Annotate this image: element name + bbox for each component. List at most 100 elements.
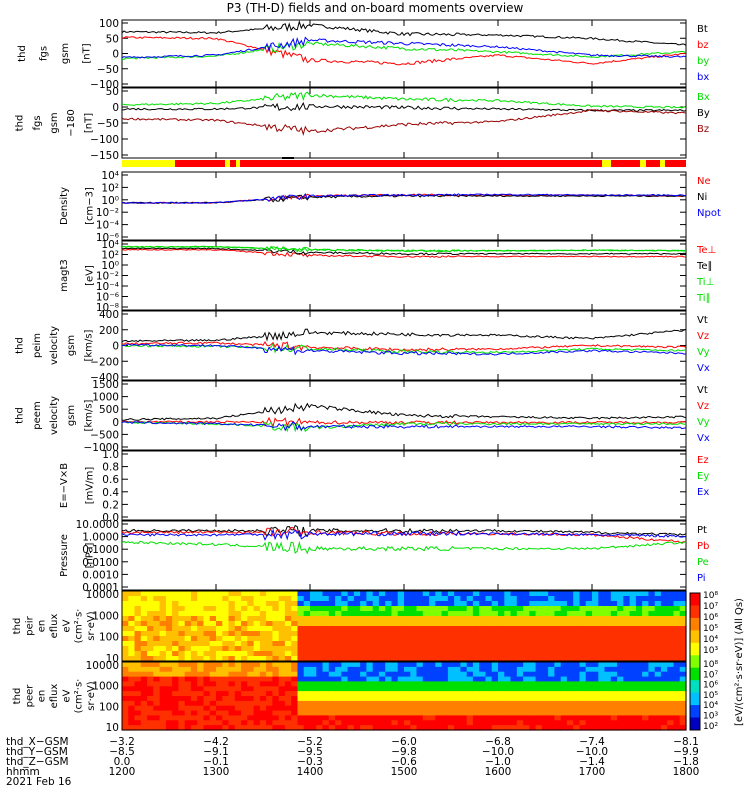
spectrogram-cell: [429, 656, 436, 662]
colorbar-tick-label: 10⁴: [703, 701, 718, 711]
spectrogram-cell: [310, 720, 317, 726]
spectrogram-cell: [272, 611, 280, 617]
spectrogram-cell: [585, 715, 593, 721]
spectrogram-cell: [617, 641, 624, 647]
spectrogram-cell: [535, 601, 543, 607]
spectrogram-cell: [397, 596, 405, 602]
spectrogram-cell: [454, 616, 461, 622]
spectrogram-cell: [679, 626, 687, 632]
spectrogram-cell: [222, 606, 230, 612]
spectrogram-cell: [510, 621, 518, 627]
spectrogram-cell: [190, 681, 198, 687]
spectrogram-cell: [147, 696, 154, 702]
spectrogram-cell: [635, 611, 643, 617]
spectrogram-cell: [648, 666, 656, 673]
spectrogram-cell: [353, 666, 361, 673]
y-tick-label: −1000: [83, 442, 119, 454]
spectrogram-cell: [617, 591, 624, 597]
y-tick-label: 100: [99, 701, 119, 713]
spectrogram-cell: [190, 626, 198, 632]
spectrogram-cell: [360, 705, 367, 712]
spectrogram-cell: [560, 651, 568, 657]
spectrogram-cell: [679, 725, 687, 731]
spectrogram-cell: [184, 686, 192, 692]
spectrogram-cell: [284, 700, 292, 707]
spectrogram-cell: [429, 666, 436, 673]
spectrogram-cell: [303, 696, 311, 702]
spectrogram-cell: [172, 651, 179, 657]
spectrogram-cell: [623, 626, 631, 632]
spectrogram-cell: [335, 621, 342, 627]
spectrogram-cell: [134, 691, 142, 697]
spectrogram-cell: [435, 651, 443, 657]
spectrogram-cell: [610, 616, 618, 622]
spectrogram-cell: [579, 591, 587, 597]
spectrogram-cell: [560, 616, 568, 622]
spectrogram-cell: [604, 636, 612, 642]
spectrogram-cell: [573, 676, 581, 683]
spectrogram-cell: [372, 715, 380, 721]
spectrogram-cell: [241, 631, 248, 637]
y-tick-label: 10⁴: [101, 170, 119, 182]
spectrogram-cell: [617, 691, 624, 697]
spectrogram-cell: [498, 700, 505, 707]
spectrogram-cell: [259, 601, 267, 607]
spectrogram-cell: [422, 691, 430, 697]
spectrogram-cell: [360, 651, 367, 657]
spectrogram-cell: [435, 621, 443, 627]
spectrogram-cell: [385, 671, 393, 678]
spectrogram-cell: [241, 646, 248, 652]
spectrogram-cell: [573, 611, 581, 617]
spectrogram-cell: [266, 641, 273, 647]
spectrogram-cell: [385, 656, 393, 662]
spectrogram-cell: [360, 656, 367, 662]
spectrogram-cell: [604, 700, 612, 707]
spectrogram-cell: [516, 696, 524, 702]
spectrogram-cell: [429, 621, 436, 627]
spectrogram-cell: [310, 696, 317, 702]
spectrogram-cell: [660, 626, 668, 632]
spectrogram-cell: [479, 696, 487, 702]
spectrogram-cell: [291, 720, 299, 726]
spectrogram-cell: [385, 700, 393, 707]
spectrogram-cell: [353, 591, 361, 597]
spectrogram-cell: [516, 725, 524, 731]
spectrogram-cell: [397, 681, 405, 687]
spectrogram-cell: [679, 671, 687, 678]
spectrogram-cell: [190, 601, 198, 607]
spectrogram-cell: [322, 676, 330, 683]
coord-value: −1.4: [579, 756, 605, 768]
spectrogram-cell: [253, 641, 261, 647]
spectrogram-cell: [190, 591, 198, 597]
spectrogram-cell: [234, 626, 242, 632]
spectrogram-cell: [629, 656, 637, 662]
spectrogram-cell: [623, 686, 631, 692]
spectrogram-cell: [234, 591, 242, 597]
spectrogram-cell: [397, 651, 405, 657]
spectrogram-cell: [234, 715, 242, 721]
spectrogram-cell: [147, 656, 154, 662]
spectrogram-cell: [548, 671, 555, 678]
y-tick-label: 10.0000: [76, 519, 119, 531]
spectrogram-cell: [491, 616, 499, 622]
spectrogram-cell: [203, 725, 211, 731]
spectrogram-cell: [140, 611, 148, 617]
spectrogram-cell: [404, 681, 411, 687]
spectrogram-cell: [654, 662, 662, 668]
spectrogram-cell: [648, 700, 656, 707]
spectrogram-cell: [617, 666, 624, 673]
spectrogram-cell: [447, 626, 455, 632]
spectrogram-cell: [648, 611, 656, 617]
spectrogram-cell: [667, 636, 675, 642]
spectrogram-cell: [673, 671, 681, 678]
spectrogram-cell: [635, 710, 643, 717]
spectrogram-cell: [510, 636, 518, 642]
spectrogram-cell: [310, 611, 317, 617]
series-By: [122, 101, 686, 112]
spectrogram-cell: [422, 715, 430, 721]
spectrogram-cell: [535, 606, 543, 612]
spectrogram-cell: [460, 621, 468, 627]
coord-value: −8.5: [109, 746, 135, 758]
spectrogram-cell: [159, 591, 167, 597]
spectrogram-cell: [341, 606, 349, 612]
